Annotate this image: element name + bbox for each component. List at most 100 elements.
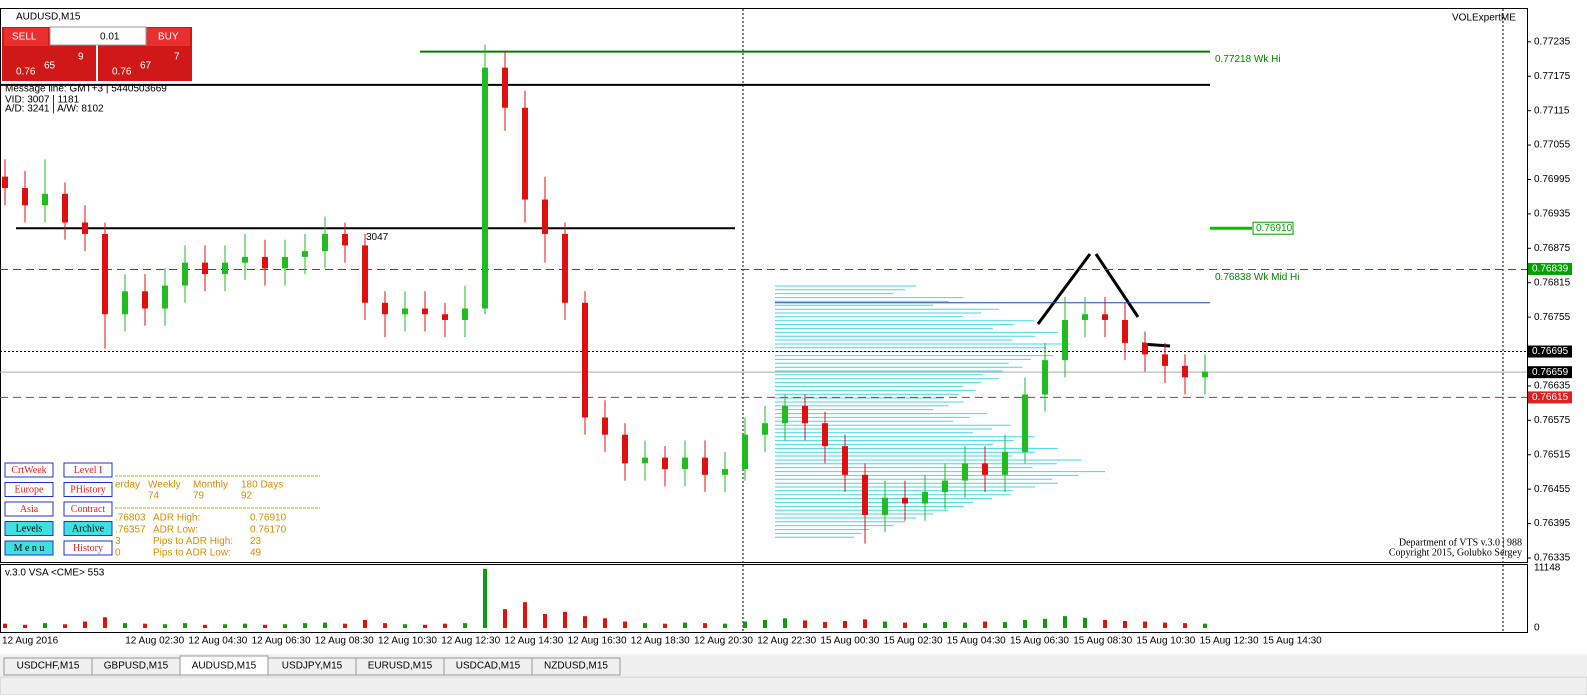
candle-body: [1022, 394, 1028, 452]
price-tag-label: 0.76839: [1532, 264, 1569, 275]
candle-body: [982, 463, 988, 475]
x-tick-label: 12 Aug 2016: [2, 636, 59, 647]
x-tick-label: 12 Aug 16:30: [568, 636, 627, 647]
y-tick-label: 0.76455: [1534, 484, 1571, 495]
candle-body: [542, 199, 548, 234]
tab-label: AUDUSD,M15: [192, 661, 257, 672]
volume-bar: [1163, 622, 1167, 628]
price-prefix: 0.76: [112, 67, 132, 78]
volume-bar: [283, 624, 287, 628]
stats-header: Weekly: [148, 480, 181, 491]
x-tick-label: 15 Aug 14:30: [1263, 636, 1322, 647]
adr-cell: Pips to ADR High:: [153, 536, 233, 547]
volume-bar: [343, 623, 347, 628]
stats-header: erday: [115, 480, 140, 491]
candle-body: [362, 245, 368, 303]
stats-value: 79: [193, 491, 205, 502]
panel-button[interactable]: [4, 521, 54, 536]
candle-body: [1202, 371, 1208, 378]
price-tag: [1528, 345, 1572, 358]
credit: Copyright 2015, Golubko Sergey: [1389, 547, 1522, 558]
volume-bar: [623, 621, 627, 628]
volume-bar: [183, 623, 187, 628]
x-tick-label: 12 Aug 22:30: [757, 636, 816, 647]
volume-frame: [0, 564, 1528, 633]
panel-button[interactable]: [4, 540, 54, 556]
chart-frame: [0, 8, 1528, 563]
candle-body: [502, 67, 508, 108]
level-label: 0.77218 Wk Hi: [1215, 54, 1281, 65]
volume-bar: [383, 623, 387, 628]
y-tick-label: 0.76935: [1534, 209, 1571, 220]
candle-body: [922, 492, 928, 504]
volume-bar: [1123, 621, 1127, 628]
candle-body: [742, 434, 748, 470]
adr-cell: .76357: [115, 524, 146, 535]
price-tag: [1528, 391, 1572, 404]
info-line: A/D: 3241 | A/W: 8102: [5, 104, 104, 115]
candle-body: [322, 233, 328, 252]
candle-body: [662, 457, 668, 470]
candle-body: [342, 233, 348, 246]
candle-body: [142, 291, 148, 309]
panel-button[interactable]: [63, 521, 113, 536]
y-tick-label: 0.76335: [1534, 553, 1571, 564]
volume-bar: [643, 623, 647, 628]
volume-bar: [983, 621, 987, 628]
candle-body: [2, 176, 8, 189]
price-tag-label: 0.76659: [1532, 367, 1569, 378]
tab-label: GBPUSD,M15: [104, 661, 169, 672]
quote-button[interactable]: [4, 28, 48, 46]
y-tick-label: 0.76635: [1534, 381, 1571, 392]
candle-body: [22, 188, 28, 206]
candle-body: [562, 233, 568, 303]
symbol-label: AUDUSD,M15: [16, 12, 81, 23]
sell-button: SELL: [12, 32, 37, 43]
panel-button-label: Contract: [71, 504, 106, 515]
panel-button[interactable]: [63, 540, 113, 556]
tab-label: EURUSD,M15: [368, 661, 433, 672]
panel-button-label: History: [73, 543, 103, 554]
volume-bar: [363, 619, 367, 628]
info-line: VID: 3007 | 1181: [5, 95, 80, 106]
panel-button-label: Europe: [15, 484, 44, 495]
y-tick-label: 0.77055: [1534, 140, 1571, 151]
candle-body: [222, 262, 228, 275]
panel-button[interactable]: [63, 462, 113, 478]
y-tick-label: 0.76815: [1534, 277, 1571, 288]
x-tick-label: 15 Aug 08:30: [1073, 636, 1132, 647]
volume-bar: [483, 568, 487, 628]
stats-value: 92: [241, 491, 253, 502]
volume-bar: [243, 623, 247, 628]
panel-button[interactable]: [63, 501, 113, 517]
x-tick-label: 15 Aug 06:30: [1010, 636, 1069, 647]
x-tick-label: 15 Aug 12:30: [1200, 636, 1259, 647]
candle-body: [1082, 314, 1088, 320]
candle-body: [1062, 319, 1068, 361]
candle-body: [1142, 342, 1148, 355]
volume-bar: [743, 621, 747, 628]
panel-button[interactable]: [63, 482, 113, 497]
adr-cell: ADR High:: [153, 513, 200, 524]
candle-body: [642, 457, 648, 464]
volume-bar: [303, 623, 307, 628]
panel-button[interactable]: [4, 462, 54, 478]
panel-button[interactable]: [4, 482, 54, 497]
volume-title: v.3.0 VSA <CME> 553: [5, 568, 105, 579]
volume-bar: [663, 623, 667, 628]
tab[interactable]: [531, 657, 621, 676]
volume-bar: [503, 609, 507, 628]
quote-button[interactable]: [146, 28, 190, 46]
buy-button: BUY: [158, 32, 179, 43]
candle-body: [1042, 360, 1048, 395]
volume-bar: [443, 623, 447, 628]
candle-body: [302, 251, 308, 257]
adr-cell: ADR Low:: [153, 524, 198, 535]
adr-box: [1252, 221, 1294, 235]
lot-box[interactable]: [49, 26, 147, 46]
y-tick-label: 0.76515: [1534, 449, 1571, 460]
candle-body: [102, 233, 108, 315]
panel-button[interactable]: [4, 501, 54, 517]
panel-button-label: Archive: [72, 523, 105, 534]
